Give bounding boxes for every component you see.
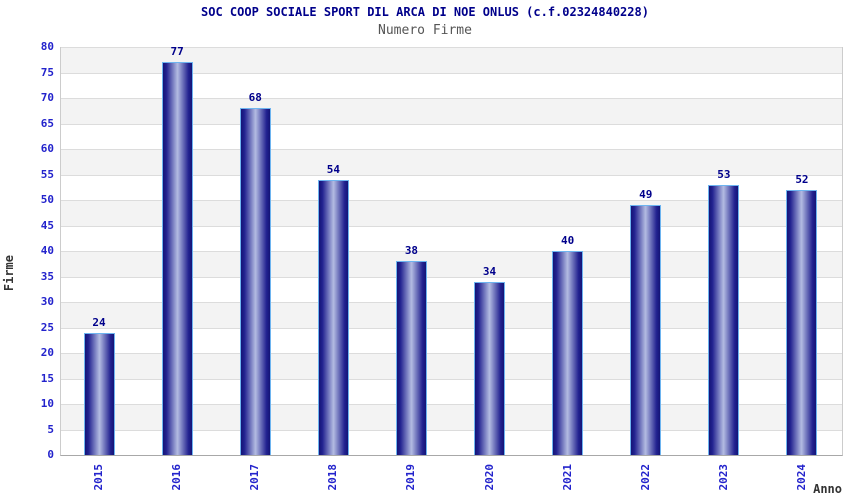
x-tick-label: 2024: [794, 464, 808, 491]
bar: [474, 281, 506, 455]
y-tick-label: 5: [47, 422, 54, 436]
bar-value-label: 54: [326, 162, 340, 176]
gridline: [61, 47, 842, 48]
x-tick-label: 2018: [326, 464, 340, 491]
bar: [161, 62, 193, 455]
y-tick-label: 35: [40, 269, 54, 283]
x-tick-label: 2015: [92, 464, 106, 491]
bar-value-label: 24: [92, 315, 106, 329]
y-tick-label: 75: [40, 65, 54, 79]
bar: [786, 189, 818, 455]
bar-value-label: 38: [404, 244, 419, 258]
gridline: [61, 123, 842, 125]
y-tick-label: 0: [47, 448, 54, 461]
chart-subtitle: Numero Firme: [378, 23, 472, 38]
bar-value-label: 77: [170, 45, 184, 59]
gridline: [61, 225, 842, 227]
y-tick-label: 50: [40, 193, 54, 206]
gridline: [61, 404, 842, 405]
y-tick-label: 70: [40, 91, 54, 104]
gridline: [61, 327, 842, 329]
bar-value-label: 40: [561, 234, 575, 247]
gridline: [61, 302, 842, 303]
y-tick-label: 80: [40, 40, 54, 53]
chart-title: SOC COOP SOCIALE SPORT DIL ARCA DI NOE O…: [201, 5, 649, 19]
bar: [395, 261, 427, 455]
bar-value-label: 53: [717, 167, 731, 181]
x-tick-label: 2019: [404, 464, 418, 491]
bar: [708, 184, 740, 455]
x-tick-label: 2017: [248, 464, 262, 491]
gridline: [61, 200, 842, 201]
gridline: [61, 72, 842, 74]
y-tick-label: 60: [40, 142, 54, 155]
y-tick-label: 10: [40, 397, 54, 410]
x-tick-label: 2022: [638, 464, 652, 491]
x-tick-label: 2021: [560, 464, 574, 491]
y-tick-label: 55: [40, 167, 54, 181]
y-tick-label: 15: [40, 371, 54, 385]
gridline: [61, 429, 842, 431]
gridline: [61, 149, 842, 150]
bar: [317, 179, 349, 455]
y-tick-label: 65: [40, 116, 54, 130]
bar: [83, 332, 115, 455]
bar-value-label: 34: [482, 264, 497, 278]
x-tick-label: 2016: [170, 464, 184, 491]
y-tick-label: 20: [40, 346, 54, 359]
gridline: [61, 251, 842, 252]
bar-value-label: 68: [248, 91, 262, 105]
bar: [239, 108, 271, 455]
bar: [552, 251, 584, 455]
x-tick-label: 2023: [716, 464, 730, 491]
y-tick-label: 45: [40, 218, 54, 232]
gridline: [61, 98, 842, 99]
gridline: [61, 174, 842, 176]
gridline: [61, 378, 842, 380]
y-axis-title: Firme: [2, 255, 16, 292]
x-tick-label: 2020: [482, 464, 496, 491]
bar: [630, 205, 662, 455]
y-tick-label: 30: [40, 295, 54, 308]
gridline: [61, 276, 842, 278]
y-tick-label: 25: [40, 320, 54, 334]
bar-value-label: 49: [639, 188, 653, 202]
x-axis-title: Anno: [813, 482, 842, 496]
bar-value-label: 52: [795, 172, 809, 186]
gridline: [61, 353, 842, 354]
y-tick-label: 40: [40, 244, 54, 257]
